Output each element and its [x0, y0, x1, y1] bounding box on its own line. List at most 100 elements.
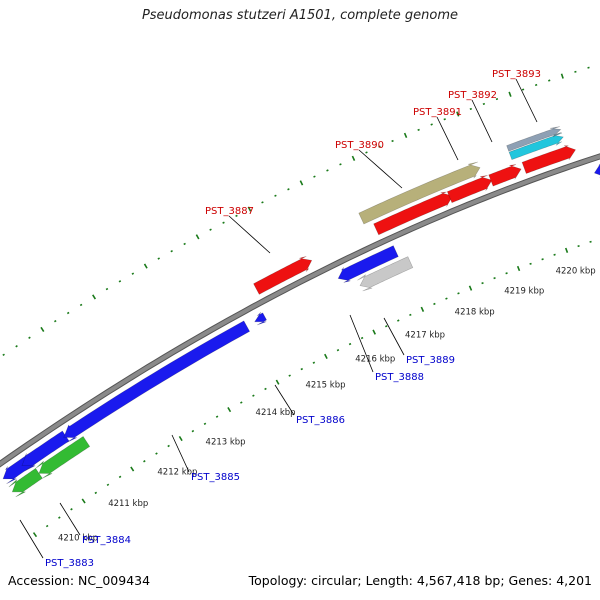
outer-scale-tick-42 — [482, 102, 486, 106]
gene-label-fwd-3: PST_3892 — [448, 90, 497, 101]
outer-scale-tick-44 — [508, 91, 512, 97]
outer-scale-tick-34 — [378, 145, 381, 148]
inner-scale-tick-38 — [493, 277, 496, 280]
scale-label-6: 4216 kbp — [355, 355, 395, 365]
leader-fwd-4 — [515, 78, 538, 123]
gene-label-fwd-0: PST_3887 — [205, 206, 254, 217]
inner-scale-tick-35 — [457, 292, 460, 295]
inner-scale-tick-46 — [589, 240, 592, 243]
leader-fwd-3 — [471, 99, 493, 143]
inner-scale-tick-36 — [468, 285, 473, 291]
gene-right-edge — [593, 163, 600, 178]
outer-scale-tick-35 — [391, 139, 394, 143]
leader-fwd-0 — [228, 215, 271, 254]
outer-scale-tick-13 — [105, 287, 109, 291]
inner-scale-tick-7 — [118, 475, 122, 479]
inner-scale-tick-25 — [336, 349, 340, 352]
outer-scale-tick-17 — [157, 257, 160, 260]
gene-label-rev-1: PST_3884 — [82, 535, 131, 546]
gene-label-rev-4: PST_3888 — [375, 372, 424, 383]
scale-label-9: 4219 kbp — [504, 287, 544, 297]
gene-PST_3893 — [506, 126, 562, 152]
inner-scale-tick-8 — [130, 466, 135, 472]
inner-scale-tick-9 — [143, 460, 146, 463]
inner-scale-tick-20 — [275, 379, 280, 385]
outer-scale-tick-18 — [170, 250, 173, 253]
scale-label-1: 4211 kbp — [108, 499, 148, 509]
outer-scale-tick-26 — [274, 194, 277, 197]
outer-scale-tick-43 — [495, 97, 499, 101]
gene-PST_3893a — [508, 132, 564, 161]
outer-scale-tick-32 — [351, 155, 356, 161]
outer-scale-tick-36 — [403, 132, 408, 138]
outer-scale-tick-47 — [548, 79, 551, 82]
gene-label-fwd-2: PST_3891 — [413, 107, 462, 118]
scale-label-7: 4217 kbp — [405, 330, 445, 340]
outer-scale-tick-38 — [430, 123, 433, 126]
inner-scale-tick-26 — [348, 342, 352, 346]
leader-rev-4 — [349, 314, 374, 373]
inner-scale-tick-15 — [215, 415, 219, 418]
outer-scale-tick-31 — [339, 163, 342, 166]
inner-scale-tick-2 — [58, 516, 61, 519]
leader-fwd-1 — [358, 149, 403, 189]
outer-scale-tick-14 — [118, 280, 122, 283]
outer-scale-tick-9 — [54, 319, 57, 323]
inner-scale-tick-17 — [240, 401, 243, 404]
inner-scale-tick-12 — [178, 435, 183, 442]
gene-PST_3890 — [358, 161, 481, 225]
outer-scale-tick-23 — [235, 214, 238, 217]
inner-scale-tick-27 — [360, 336, 364, 340]
gene-PST_3888 — [337, 245, 399, 283]
scale-label-5: 4215 kbp — [305, 381, 345, 391]
inner-scale-tick-11 — [167, 444, 170, 448]
scale-label-4: 4214 kbp — [256, 408, 296, 418]
inner-scale-tick-43 — [553, 253, 556, 256]
inner-scale-tick-21 — [288, 374, 291, 377]
inner-scale-tick-31 — [409, 313, 412, 317]
scale-label-10: 4220 kbp — [556, 267, 596, 277]
accession-label: Accession: NC_009434 — [8, 573, 151, 588]
outer-scale-tick-29 — [313, 175, 316, 178]
inner-scale-tick-33 — [433, 302, 436, 306]
inner-scale-tick-30 — [397, 319, 400, 322]
outer-scale-tick-37 — [417, 128, 420, 132]
inner-scale-tick-39 — [505, 272, 508, 275]
scale-label-3: 4213 kbp — [206, 438, 246, 448]
gene-green-2 — [35, 436, 91, 479]
outer-scale-tick-25 — [261, 201, 264, 204]
outer-scale-tick-39 — [443, 118, 446, 121]
outer-scale-tick-22 — [222, 221, 225, 224]
outer-scale-tick-6 — [15, 345, 18, 348]
inner-scale-tick-18 — [252, 394, 255, 397]
inner-scale-tick-40 — [516, 265, 521, 272]
inner-scale-tick-24 — [324, 353, 328, 359]
inner-scale-tick-42 — [541, 258, 544, 261]
inner-scale-tick-37 — [481, 281, 484, 285]
inner-scale-tick-13 — [191, 429, 195, 433]
inner-scale-tick-44 — [564, 247, 569, 253]
gene-label-rev-5: PST_3889 — [406, 355, 455, 366]
gene-label-fwd-1: PST_3890 — [335, 140, 384, 151]
leader-rev-2 — [171, 434, 190, 473]
outer-scale-tick-5 — [2, 353, 5, 357]
outer-scale-tick-20 — [195, 234, 200, 240]
leader-rev-5 — [383, 317, 405, 356]
gene-PST_3892b — [521, 145, 576, 174]
outer-scale-tick-10 — [66, 311, 70, 315]
leader-fwd-2 — [436, 116, 459, 161]
outer-scale-tick-12 — [92, 294, 97, 300]
outer-scale-tick-28 — [299, 180, 304, 186]
backbone — [0, 154, 600, 467]
inner-scale-tick-23 — [312, 361, 316, 364]
gene-label-rev-2: PST_3885 — [191, 472, 240, 483]
outer-scale-tick-48 — [560, 73, 564, 79]
outer-scale-tick-16 — [143, 263, 148, 269]
outer-scale-tick-33 — [365, 151, 368, 154]
outer-scale-tick-15 — [131, 272, 135, 275]
gene-green-1 — [8, 467, 43, 498]
outer-scale-tick-27 — [287, 188, 290, 191]
outer-scale-tick-46 — [534, 83, 538, 87]
backbone-shadow — [0, 153, 600, 468]
